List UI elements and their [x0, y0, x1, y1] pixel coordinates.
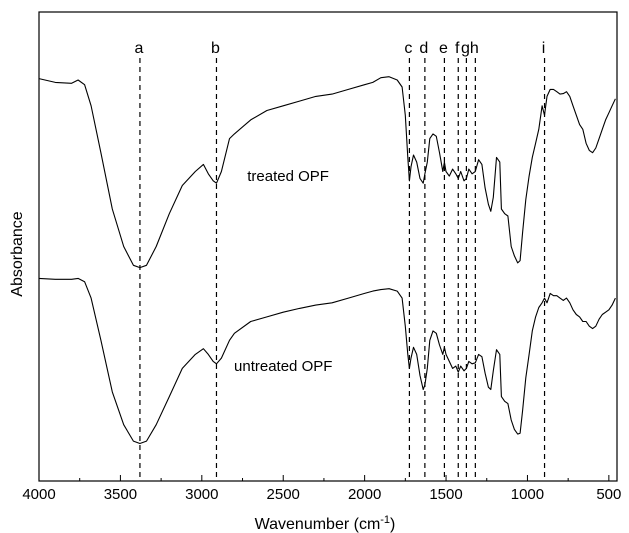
trace-label-treated: treated OPF [247, 168, 329, 185]
x-axis-title: Wavenumber (cm-1) [255, 514, 396, 533]
peak-label-d: d [419, 40, 428, 57]
y-axis-title: Absorbance [9, 211, 26, 296]
x-axis-title-main: Wavenumber (cm [255, 516, 381, 533]
x-tick-label: 2000 [348, 486, 381, 503]
x-tick-label: 4000 [22, 486, 55, 503]
peak-label-f: f [455, 40, 460, 57]
peak-label-c: c [404, 40, 412, 57]
series-line-untreated [38, 277, 616, 445]
series-group [38, 76, 616, 445]
annotations: treated OPF untreated OPF [234, 168, 332, 375]
plot-area-border [38, 11, 618, 482]
x-tick-label: 2500 [267, 486, 300, 503]
x-tick-label: 1500 [429, 486, 462, 503]
peak-label-i: i [542, 40, 546, 57]
trace-label-untreated: untreated OPF [234, 358, 332, 375]
x-tick-label: 500 [596, 486, 621, 503]
x-tick-label: 3500 [104, 486, 137, 503]
peak-label-e: e [439, 40, 448, 57]
peak-label-g: g [461, 40, 470, 57]
plot-frame [38, 11, 618, 482]
peak-label-a: a [134, 40, 143, 57]
peak-label-h: h [470, 40, 479, 57]
x-axis-title-superscript: -1 [380, 514, 390, 526]
series-line-treated [38, 76, 616, 269]
x-axis-title-close: ) [390, 516, 395, 533]
x-tick-label: 3000 [185, 486, 218, 503]
x-axis-ticks: 4000 3500 3000 2500 2000 1500 1000 500 [22, 475, 621, 503]
peak-label-b: b [211, 40, 220, 57]
x-tick-label: 1000 [511, 486, 544, 503]
